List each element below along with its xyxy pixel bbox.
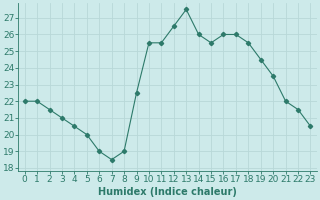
X-axis label: Humidex (Indice chaleur): Humidex (Indice chaleur) <box>98 187 237 197</box>
